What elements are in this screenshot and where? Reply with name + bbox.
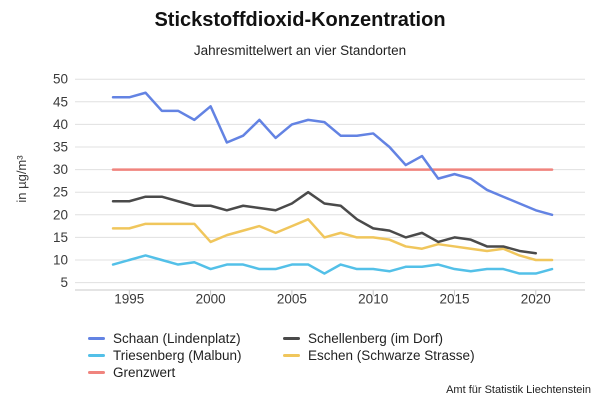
legend-item-label: Grenzwert [113,365,176,380]
legend-item-schellenberg-im-dorf[interactable]: Schellenberg (im Dorf) [283,331,475,346]
legend-item-label: Triesenberg (Malbun) [113,348,242,363]
y-tick-label: 30 [53,162,68,177]
legend-item-label: Eschen (Schwarze Strasse) [308,348,475,363]
series-line-schellenberg-im-dorf [111,190,538,255]
legend-column: Schaan (Lindenplatz) Triesenberg (Malbun)… [88,331,242,383]
x-tick-label: 2015 [439,292,469,307]
y-tick-label: 35 [53,140,68,155]
x-tick-label: 1995 [114,292,144,307]
legend-item-schaan-lindenplatz[interactable]: Schaan (Lindenplatz) [88,331,242,346]
y-tick-label: 40 [53,117,68,132]
series-line-schaan-lindenplatz [111,91,554,217]
chart-title: Stickstoffdioxid-Konzentration [154,9,446,31]
legend-swatch [283,337,300,340]
series-line-triesenberg-malbun [111,254,554,275]
legend-item-grenzwert[interactable]: Grenzwert [88,365,242,380]
legend-swatch [88,371,105,374]
legend-swatch [283,354,300,357]
legend-item-label: Schellenberg (im Dorf) [308,331,444,346]
legend-column: Schellenberg (im Dorf) Eschen (Schwarze S… [283,331,475,366]
legend-swatch [88,337,105,340]
y-tick-label: 15 [53,230,68,245]
source-credit: Amt für Statistik Liechtenstein [446,384,591,396]
y-tick-label: 50 [53,72,68,87]
x-tick-label: 2010 [358,292,388,307]
y-tick-label: 25 [53,185,68,200]
y-tick-label: 5 [60,275,68,290]
y-axis-title: in µg/m³ [14,155,29,203]
x-tick-label: 2020 [521,292,551,307]
legend-swatch [88,354,105,357]
legend-item-eschen-schwarze-strasse[interactable]: Eschen (Schwarze Strasse) [283,348,475,363]
y-tick-label: 45 [53,94,68,109]
series-line-eschen-schwarze-strasse [111,218,554,262]
y-tick-label: 20 [53,207,68,222]
legend-item-label: Schaan (Lindenplatz) [113,331,241,346]
chart-subtitle: Jahresmittelwert an vier Standorten [193,43,407,58]
x-tick-label: 2005 [277,292,307,307]
legend-item-triesenberg-malbun[interactable]: Triesenberg (Malbun) [88,348,242,363]
x-tick-label: 2000 [196,292,226,307]
y-tick-label: 10 [53,253,68,268]
